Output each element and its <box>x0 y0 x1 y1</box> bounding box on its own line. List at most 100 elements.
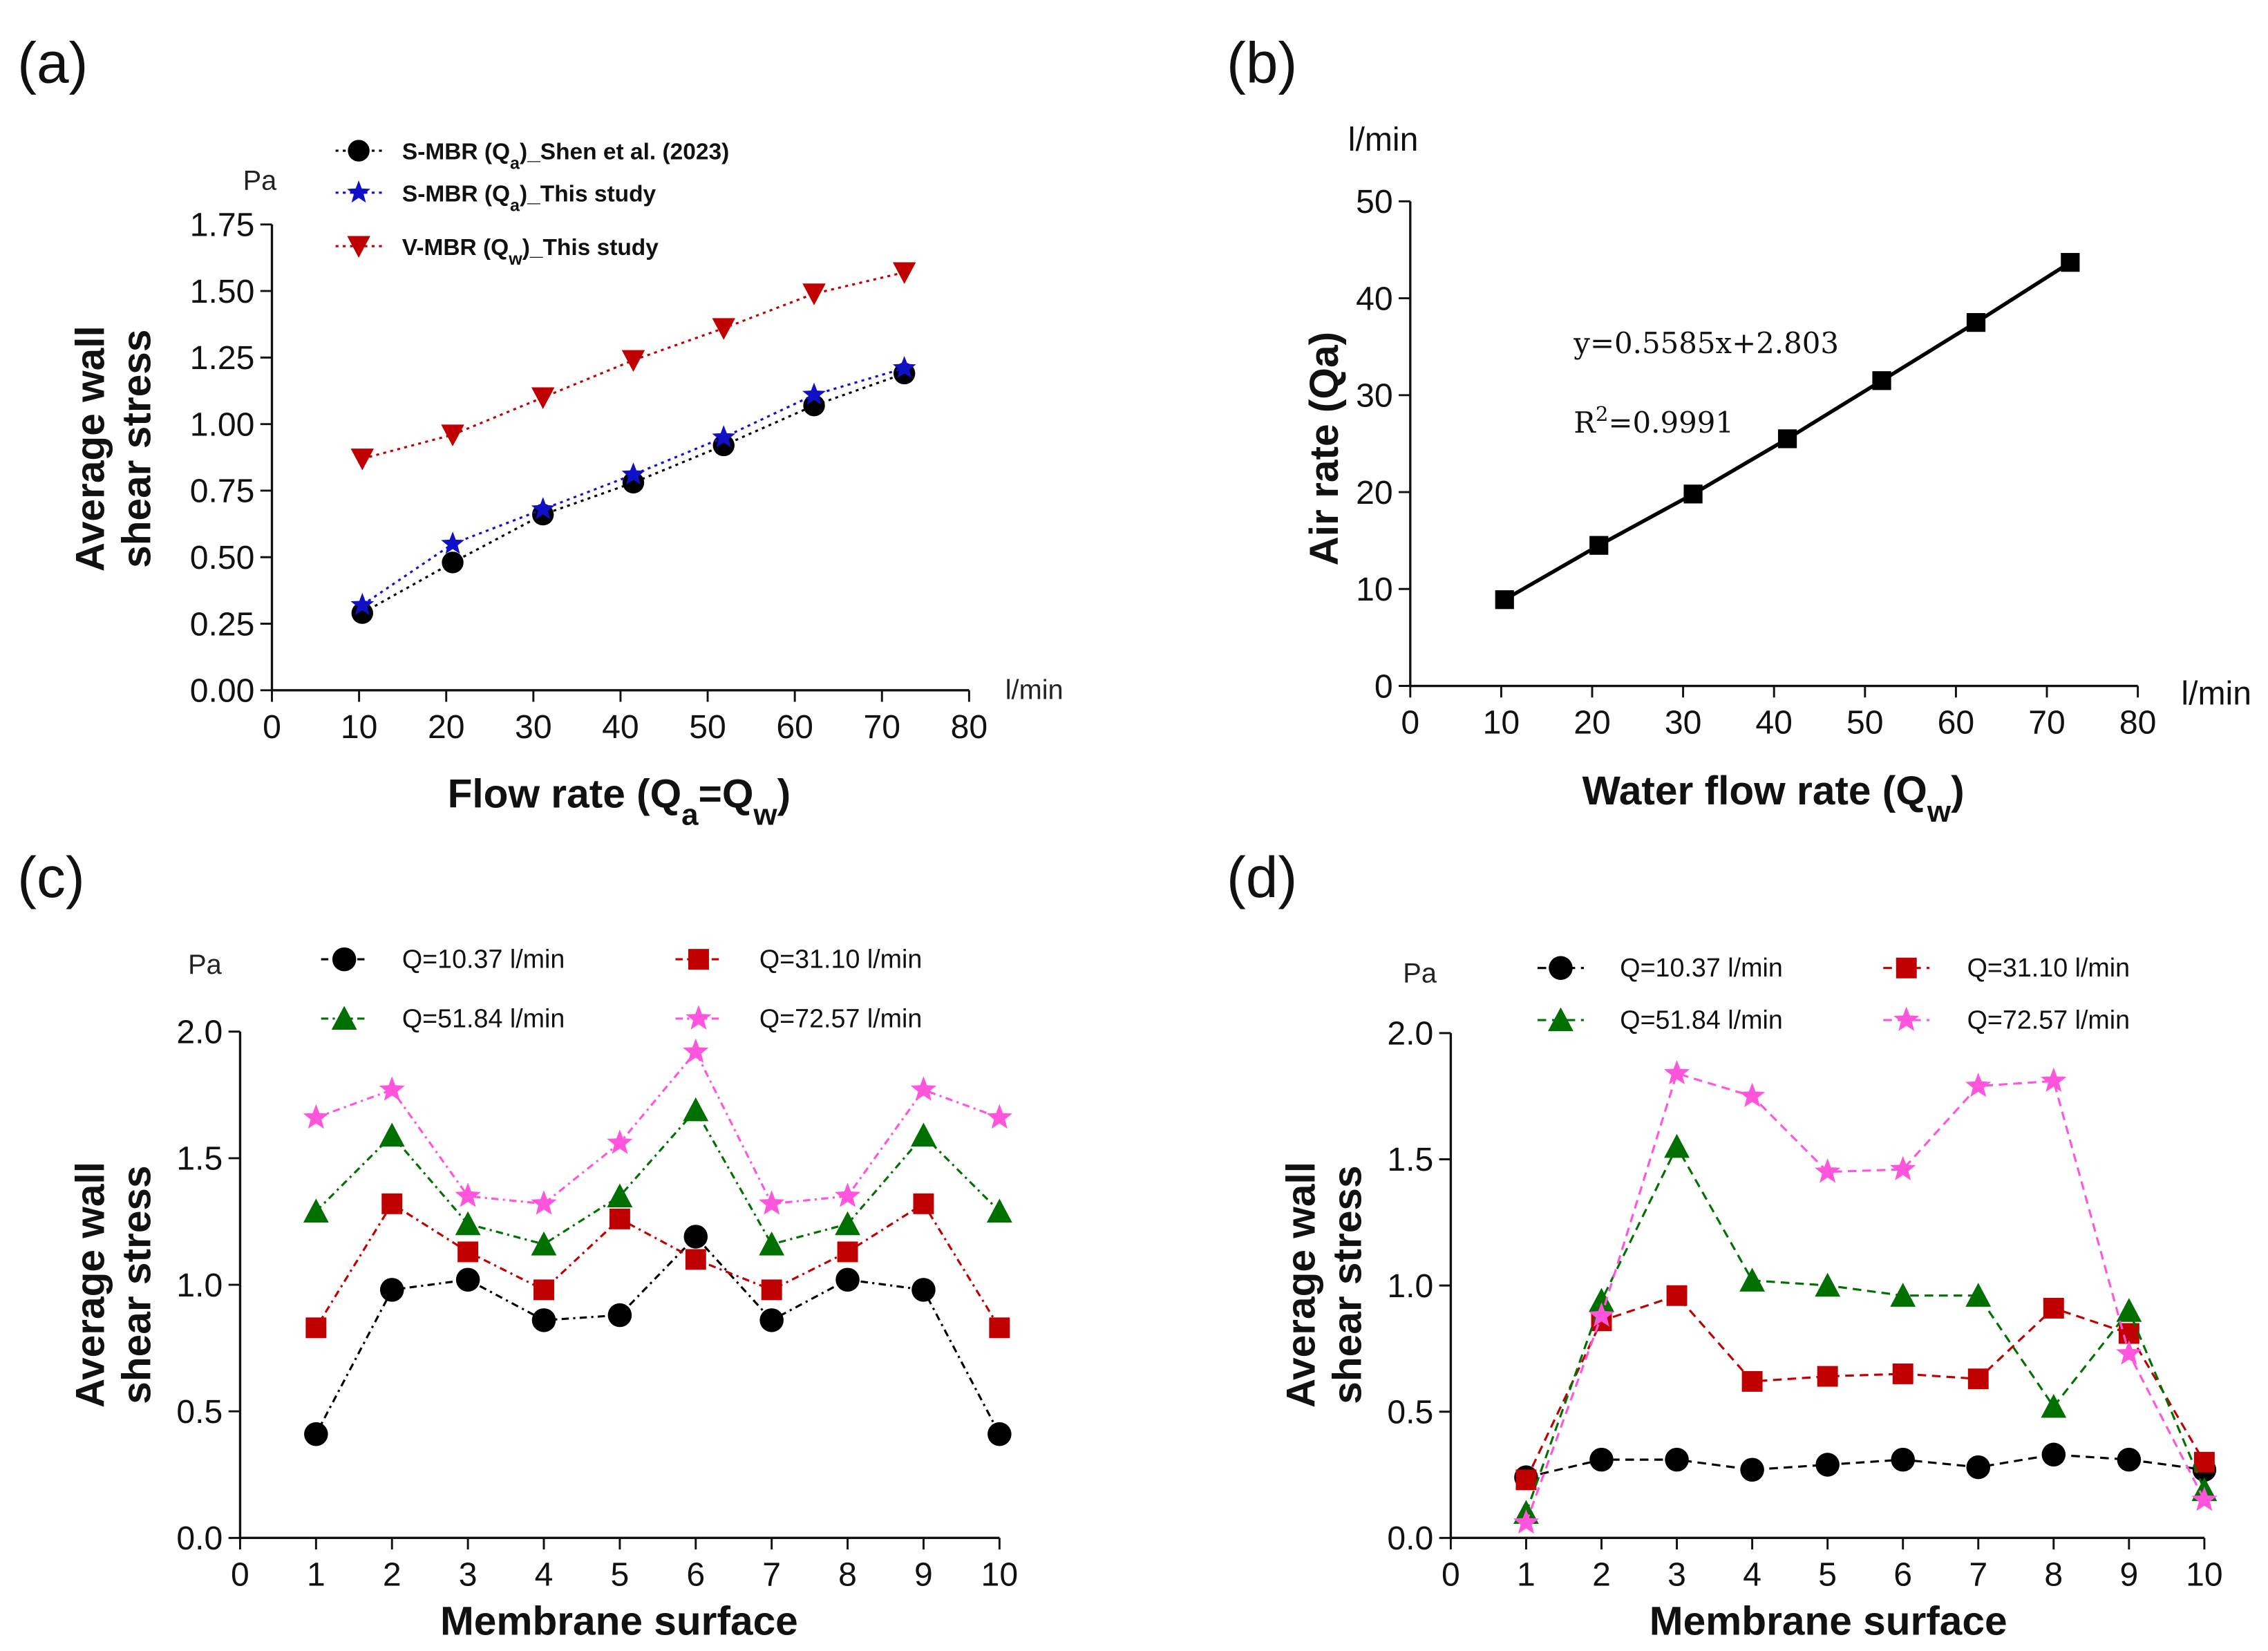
legend-label: Q=31.10 l/min <box>759 945 922 974</box>
x-tick-label: 80 <box>951 708 988 746</box>
data-point <box>442 551 464 574</box>
panel-a: 0 10 20 30 40 50 60 70 80 0.00 0.25 0.50 0.75 1.00 1.2… <box>68 140 1064 831</box>
data-point <box>381 1193 403 1214</box>
data-point <box>455 1182 481 1207</box>
legend-label: Q=51.84 l/min <box>1620 1006 1782 1035</box>
legend-item: Q=10.37 l/min <box>1537 953 1783 982</box>
x-tick-label: 70 <box>2028 704 2066 742</box>
legend-marker <box>1893 1006 1920 1031</box>
x-axis-label: Flow rate (Qa=Qw) <box>448 771 791 831</box>
legend-label-part: Q=31.10 l/min <box>759 945 922 974</box>
data-point <box>986 1104 1012 1129</box>
legend-item: Q=31.10 l/min <box>1883 953 2130 982</box>
x-tick-label: 0 <box>263 708 281 746</box>
series-0 <box>351 362 916 624</box>
data-point <box>1589 1447 1614 1472</box>
y-axis-label: Air rate (Qa) <box>1302 332 1347 566</box>
x-axis-label-part: Membrane surface <box>440 1599 798 1644</box>
series-2 <box>1513 1133 2218 1524</box>
x-tick-label: 2 <box>383 1556 401 1593</box>
legend-label: Q=51.84 l/min <box>402 1003 565 1032</box>
data-point <box>1665 1447 1689 1472</box>
legend-label-part: Q=10.37 l/min <box>402 945 565 974</box>
legend-item: V-MBR (Qw)_This study <box>335 235 659 269</box>
data-point <box>609 1208 630 1229</box>
y-tick-label: 1.5 <box>176 1140 223 1178</box>
legend-label: Q=72.57 l/min <box>1967 1006 2130 1035</box>
data-point <box>303 1198 329 1223</box>
legend-item: S-MBR (Qa)_This study <box>335 180 656 215</box>
legend-marker <box>1548 1007 1574 1032</box>
data-point <box>2117 1447 2142 1472</box>
y-tick-label: 0.0 <box>176 1520 223 1557</box>
series-line <box>1525 1294 2206 1481</box>
r-squared-value: =0.9991 <box>1608 406 1734 440</box>
x-tick-label: 10 <box>2186 1556 2223 1593</box>
data-point <box>379 1278 404 1302</box>
series-1 <box>350 356 916 615</box>
series-0 <box>1495 253 2080 610</box>
data-point <box>379 1122 405 1147</box>
x-tick-label: 1 <box>1517 1556 1535 1593</box>
y-axis-label: Average wall <box>68 326 113 572</box>
legend-item: Q=72.57 l/min <box>1883 1006 2130 1035</box>
series-1 <box>1515 1285 2215 1491</box>
series-line <box>1524 1072 2206 1523</box>
y-unit-label: Pa <box>243 166 278 196</box>
data-point <box>1890 1155 1916 1180</box>
y-tick-label: 0.75 <box>190 473 255 510</box>
series-0 <box>1514 1442 2217 1489</box>
data-point <box>683 1038 709 1063</box>
legend-label: V-MBR (Qw)_This study <box>402 235 659 269</box>
x-axis-label-part: Membrane surface <box>1650 1599 2007 1644</box>
panel-label: (d) <box>1227 845 1297 909</box>
legend-label-part: V-MBR (Q <box>402 235 509 261</box>
data-point <box>1664 1133 1690 1158</box>
data-point <box>1589 536 1609 555</box>
x-tick-label: 8 <box>838 1556 857 1593</box>
x-axis-label-part: =Q <box>699 771 754 816</box>
data-point <box>910 1076 937 1101</box>
panel-label: (c) <box>17 845 85 909</box>
legend-label-part: )_This study <box>520 181 656 207</box>
legend-label: Q=72.57 l/min <box>759 1003 922 1032</box>
data-point <box>305 1317 327 1339</box>
x-tick-label: 7 <box>1969 1556 1987 1593</box>
legend-label-part: Q=51.84 l/min <box>1620 1006 1782 1035</box>
x-axis-label: Membrane surface <box>1650 1599 2007 1644</box>
data-point <box>1663 1059 1690 1085</box>
legend-marker <box>347 180 371 203</box>
data-point <box>683 1225 708 1249</box>
legend-marker <box>348 140 370 162</box>
x-tick-label: 50 <box>689 708 726 746</box>
data-point <box>531 1190 557 1215</box>
data-point <box>350 449 375 471</box>
legend-label-part: Q=72.57 l/min <box>759 1003 922 1032</box>
data-point <box>911 1122 936 1147</box>
data-point <box>1683 484 1703 504</box>
x-tick-label: 50 <box>1846 704 1884 742</box>
y-tick-label: 1.0 <box>176 1267 223 1304</box>
data-point <box>1892 1363 1913 1384</box>
x-tick-label: 9 <box>914 1556 933 1593</box>
legend-label-part: S-MBR (Q <box>402 181 510 207</box>
x-tick-label: 30 <box>515 708 552 746</box>
data-point <box>1815 1453 1840 1477</box>
y-tick-label: 2.0 <box>1387 1015 1433 1053</box>
series-3 <box>303 1038 1012 1215</box>
data-point <box>1891 1447 1915 1472</box>
x-tick-label: 10 <box>1483 704 1520 742</box>
y-tick-label: 40 <box>1356 280 1393 317</box>
x-tick-label: 2 <box>1592 1556 1611 1593</box>
legend-label: S-MBR (Qa)_This study <box>402 181 656 215</box>
data-point <box>1966 313 1986 332</box>
x-axis-label-part: a <box>681 798 699 831</box>
series-line <box>1526 1453 2205 1479</box>
x-unit-label: l/min <box>1005 674 1064 705</box>
legend-item: Q=72.57 l/min <box>675 1003 922 1032</box>
data-point <box>892 262 916 284</box>
data-point <box>2116 1340 2142 1365</box>
data-point <box>1666 1285 1688 1306</box>
data-point <box>1817 1366 1838 1387</box>
